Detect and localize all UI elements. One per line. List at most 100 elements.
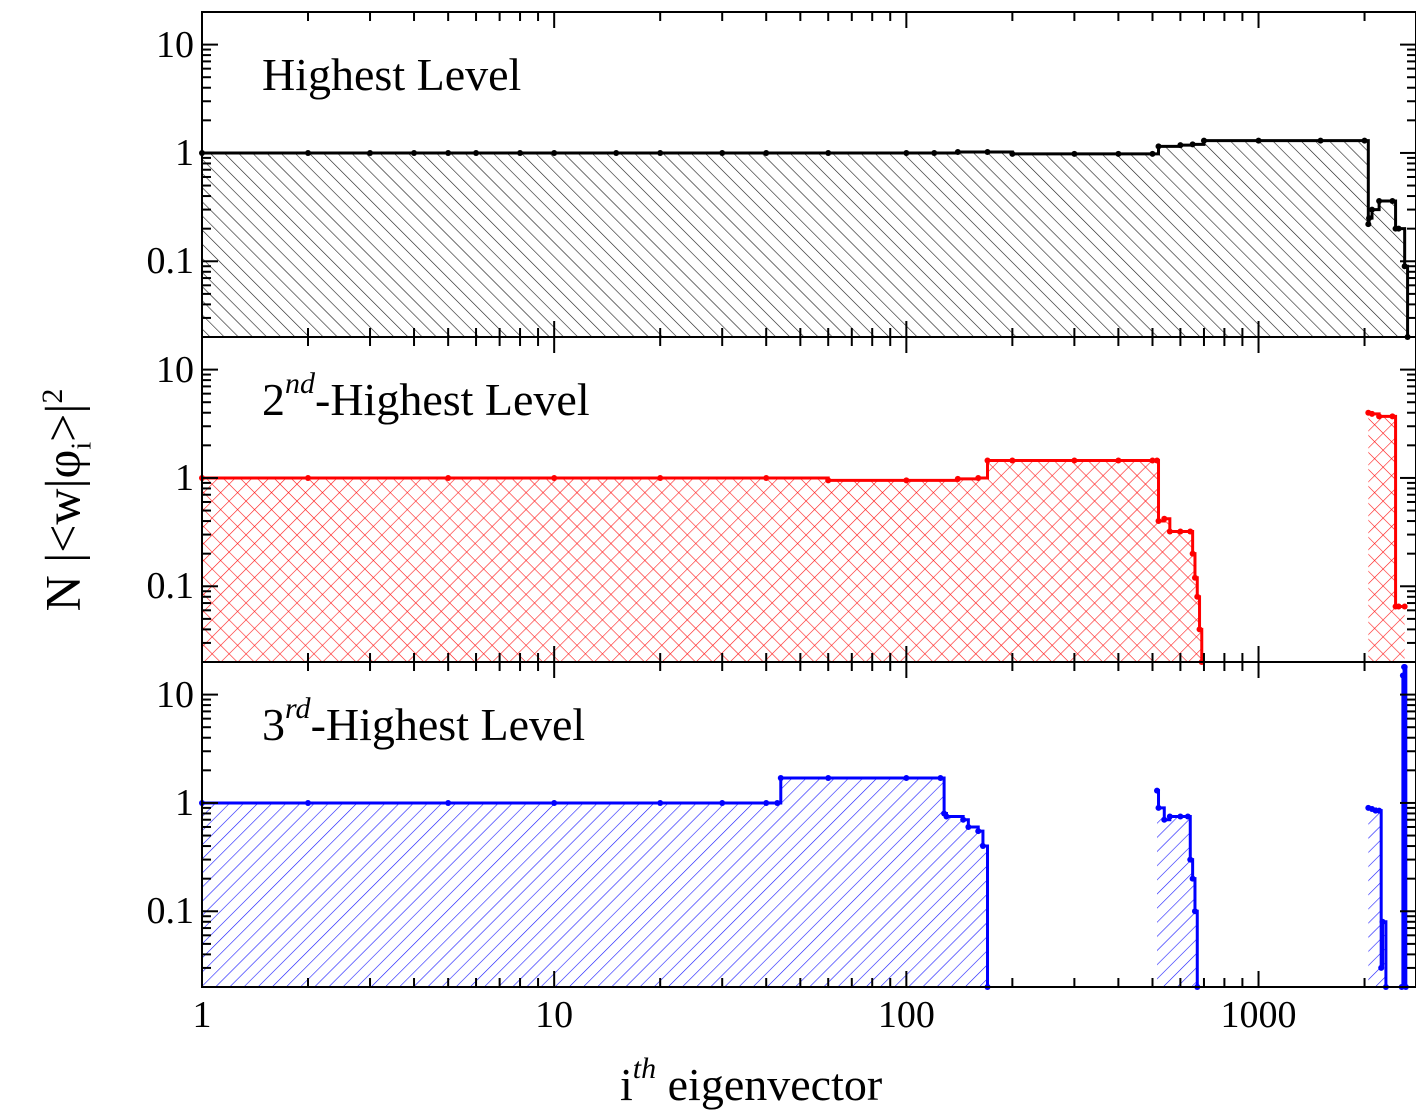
data-point-panel3-s1-16 <box>975 828 982 835</box>
data-point-panel1-s1-19 <box>1115 150 1122 157</box>
panel-label-rest: Highest Level <box>262 49 522 100</box>
data-point-panel3-s2-5 <box>1184 813 1191 820</box>
data-point-panel2-s1-2 <box>445 474 452 481</box>
data-point-panel3-s2-8 <box>1191 908 1198 915</box>
area-fill-panel2-series1 <box>202 460 1202 662</box>
data-point-panel1-s1-23 <box>1189 141 1196 148</box>
data-point-panel2-s1-5 <box>763 474 770 481</box>
data-point-panel2-s1-24 <box>1196 626 1203 633</box>
data-point-panel2-s1-10 <box>984 457 991 464</box>
y-axis-label-sup: 2 <box>35 388 69 404</box>
data-point-panel3-s2-6 <box>1187 856 1194 863</box>
data-point-panel1-s1-24 <box>1200 137 1207 144</box>
panel-label-sup: rd <box>285 692 311 725</box>
data-point-panel3-s2-7 <box>1189 875 1196 882</box>
panels-layer <box>199 11 1416 990</box>
data-point-panel2-s1-11 <box>1009 457 1016 464</box>
panel-frame-3 <box>201 661 1416 988</box>
data-point-panel1-s1-12 <box>825 149 832 156</box>
data-point-panel1-s1-3 <box>411 149 418 156</box>
data-point-panel3-s1-4 <box>657 799 664 806</box>
data-point-panel1-s1-25 <box>1255 137 1262 144</box>
panel-1 <box>199 11 1416 340</box>
panel-label-rest: -Highest Level <box>315 374 590 425</box>
data-point-panel1-s1-14 <box>931 149 938 156</box>
data-point-panel1-s1-2 <box>367 149 374 156</box>
data-point-panel3-s2-4 <box>1177 813 1184 820</box>
x-axis-label: ith eigenvector <box>620 1052 882 1111</box>
data-point-panel1-s1-7 <box>551 149 558 156</box>
y-tick-label-panel2-2: 10 <box>156 348 194 391</box>
series-line-panel3-series4 <box>1401 665 1408 989</box>
panel-label-rest: -Highest Level <box>310 699 586 750</box>
data-point-panel3-s2-2 <box>1161 816 1168 823</box>
data-point-panel2-s1-18 <box>1166 528 1173 535</box>
data-point-panel3-s1-6 <box>763 799 770 806</box>
data-point-panel2-s1-9 <box>975 474 982 481</box>
data-point-panel1-s1-8 <box>613 149 620 156</box>
panel-label-2: 2nd-Highest Level <box>262 367 590 426</box>
data-point-panel2-s2-5 <box>1395 603 1402 610</box>
data-point-panel3-s1-15 <box>965 823 972 830</box>
area-fill-panel3-series3 <box>1368 807 1386 987</box>
data-point-panel1-s1-13 <box>903 149 910 156</box>
data-point-panel3-s1-3 <box>551 799 558 806</box>
panel-label-sup: nd <box>285 367 315 400</box>
data-point-panel2-s1-6 <box>825 477 832 484</box>
data-point-panel2-s2-2 <box>1376 413 1383 420</box>
data-point-panel2-s1-1 <box>305 474 312 481</box>
data-point-panel1-s1-30 <box>1368 206 1375 213</box>
data-point-panel3-s4-1 <box>1399 672 1406 679</box>
y-tick-label-panel2-1: 1 <box>175 456 194 499</box>
area-fill-panel2-series2 <box>1368 412 1405 662</box>
data-point-panel3-s2-3 <box>1166 813 1173 820</box>
data-point-panel2-s1-3 <box>551 474 558 481</box>
data-point-panel3-s1-9 <box>825 774 832 781</box>
x-tick-label-2: 100 <box>877 994 935 1036</box>
data-point-panel3-s1-7 <box>774 799 781 806</box>
data-point-panel1-s1-26 <box>1317 137 1324 144</box>
data-point-panel2-s1-15 <box>1154 457 1161 464</box>
x-axis-label-sup: th <box>632 1052 657 1085</box>
y-axis-label-prefix: N |<w|φ <box>34 449 91 612</box>
data-point-panel1-s1-32 <box>1389 198 1396 205</box>
data-point-panel1-s1-35 <box>1401 263 1408 270</box>
data-point-panel2-s1-20 <box>1187 528 1194 535</box>
data-point-panel2-s1-13 <box>1115 457 1122 464</box>
data-point-panel2-s1-16 <box>1155 518 1162 525</box>
data-point-panel1-s1-11 <box>763 149 770 156</box>
data-point-panel2-s1-4 <box>657 474 664 481</box>
x-tick-label-3: 1000 <box>1220 994 1297 1036</box>
y-tick-label-panel2-0: 0.1 <box>146 565 195 608</box>
data-point-panel3-s3-5 <box>1379 918 1386 925</box>
data-point-panel1-s1-5 <box>473 149 480 156</box>
x-tick-label-0: 1 <box>192 994 212 1036</box>
data-point-panel1-s1-16 <box>984 149 991 156</box>
data-point-panel3-s2-1 <box>1155 804 1162 811</box>
x-tick-label-1: 10 <box>535 994 574 1036</box>
data-point-panel1-s1-17 <box>1009 150 1016 157</box>
data-point-panel3-s4-3 <box>1401 663 1408 670</box>
data-point-panel3-s2-0 <box>1154 787 1161 794</box>
y-tick-label-panel3-0: 0.1 <box>146 890 195 933</box>
data-point-panel1-s1-28 <box>1365 221 1372 228</box>
panel-3 <box>199 661 1416 990</box>
data-point-panel3-s1-10 <box>903 774 910 781</box>
data-point-panel1-s1-27 <box>1361 137 1368 144</box>
data-point-panel2-s1-14 <box>1149 457 1156 464</box>
area-fill-panel3-series2 <box>1157 790 1198 987</box>
data-point-panel1-s1-22 <box>1177 142 1184 149</box>
panel-label-base: 3 <box>262 699 285 750</box>
area-fill-panel1-series1 <box>202 140 1408 337</box>
y-axis-label-suffix: >| <box>34 403 91 442</box>
data-point-panel3-s1-17 <box>979 843 986 850</box>
y-axis-label-sub: i <box>66 441 98 450</box>
data-point-panel3-s3-3 <box>1376 807 1383 814</box>
data-point-panel3-s1-8 <box>777 774 784 781</box>
data-point-panel3-s1-13 <box>943 813 950 820</box>
data-point-panel1-s1-9 <box>657 149 664 156</box>
y-tick-label-panel1-2: 10 <box>156 23 194 66</box>
y-tick-label-panel1-1: 1 <box>175 131 194 174</box>
data-point-panel3-s1-14 <box>960 816 967 823</box>
